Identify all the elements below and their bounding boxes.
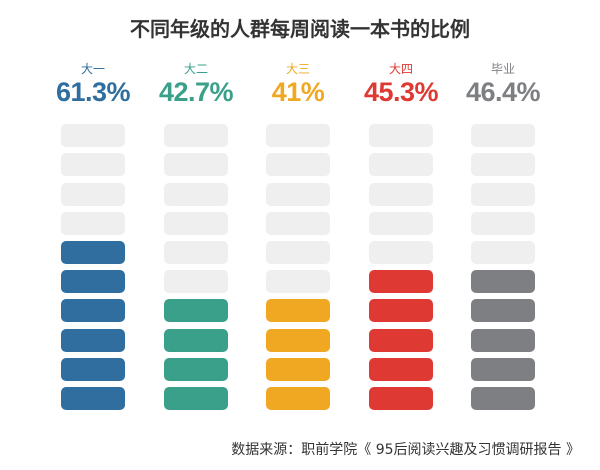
value-label: 45.3% — [363, 77, 439, 107]
filled-block — [266, 329, 330, 352]
value-label: 46.4% — [465, 77, 541, 107]
empty-block — [471, 241, 535, 264]
empty-block — [164, 183, 228, 206]
empty-block — [471, 153, 535, 176]
filled-block — [369, 299, 433, 322]
value-label: 41% — [271, 77, 325, 107]
empty-block — [164, 212, 228, 235]
category-label: 毕业 — [490, 62, 515, 76]
empty-block — [369, 124, 433, 147]
empty-block — [471, 212, 535, 235]
empty-block — [369, 241, 433, 264]
chart-title: 不同年级的人群每周阅读一本书的比例 — [130, 17, 470, 41]
filled-block — [471, 270, 535, 293]
empty-block — [369, 153, 433, 176]
empty-block — [266, 212, 330, 235]
filled-block — [61, 270, 125, 293]
empty-block — [61, 153, 125, 176]
empty-block — [266, 270, 330, 293]
filled-block — [369, 387, 433, 410]
empty-block — [266, 183, 330, 206]
empty-block — [61, 124, 125, 147]
filled-block — [471, 329, 535, 352]
filled-block — [61, 358, 125, 381]
filled-block — [164, 299, 228, 322]
filled-block — [471, 387, 535, 410]
value-label: 42.7% — [158, 77, 234, 107]
empty-block — [266, 153, 330, 176]
category-label: 大三 — [285, 62, 310, 76]
filled-block — [61, 241, 125, 264]
value-label: 61.3% — [55, 77, 131, 107]
filled-block — [61, 299, 125, 322]
filled-block — [369, 270, 433, 293]
empty-block — [266, 124, 330, 147]
filled-block — [266, 299, 330, 322]
empty-block — [471, 183, 535, 206]
filled-block — [61, 329, 125, 352]
filled-block — [369, 329, 433, 352]
filled-block — [266, 358, 330, 381]
filled-block — [471, 358, 535, 381]
filled-block — [164, 358, 228, 381]
filled-block — [471, 299, 535, 322]
empty-block — [471, 124, 535, 147]
empty-block — [266, 241, 330, 264]
category-label: 大四 — [388, 62, 413, 76]
empty-block — [164, 241, 228, 264]
filled-block — [266, 387, 330, 410]
category-label: 大二 — [183, 62, 208, 76]
empty-block — [61, 183, 125, 206]
filled-block — [61, 387, 125, 410]
category-label: 大一 — [80, 62, 105, 76]
empty-block — [369, 183, 433, 206]
filled-block — [369, 358, 433, 381]
empty-block — [164, 270, 228, 293]
empty-block — [369, 212, 433, 235]
filled-block — [164, 329, 228, 352]
filled-block — [164, 387, 228, 410]
empty-block — [164, 124, 228, 147]
empty-block — [61, 212, 125, 235]
empty-block — [164, 153, 228, 176]
data-source-note: 数据来源：职前学院《 95后阅读兴趣及习惯调研报告 》 — [231, 442, 580, 458]
